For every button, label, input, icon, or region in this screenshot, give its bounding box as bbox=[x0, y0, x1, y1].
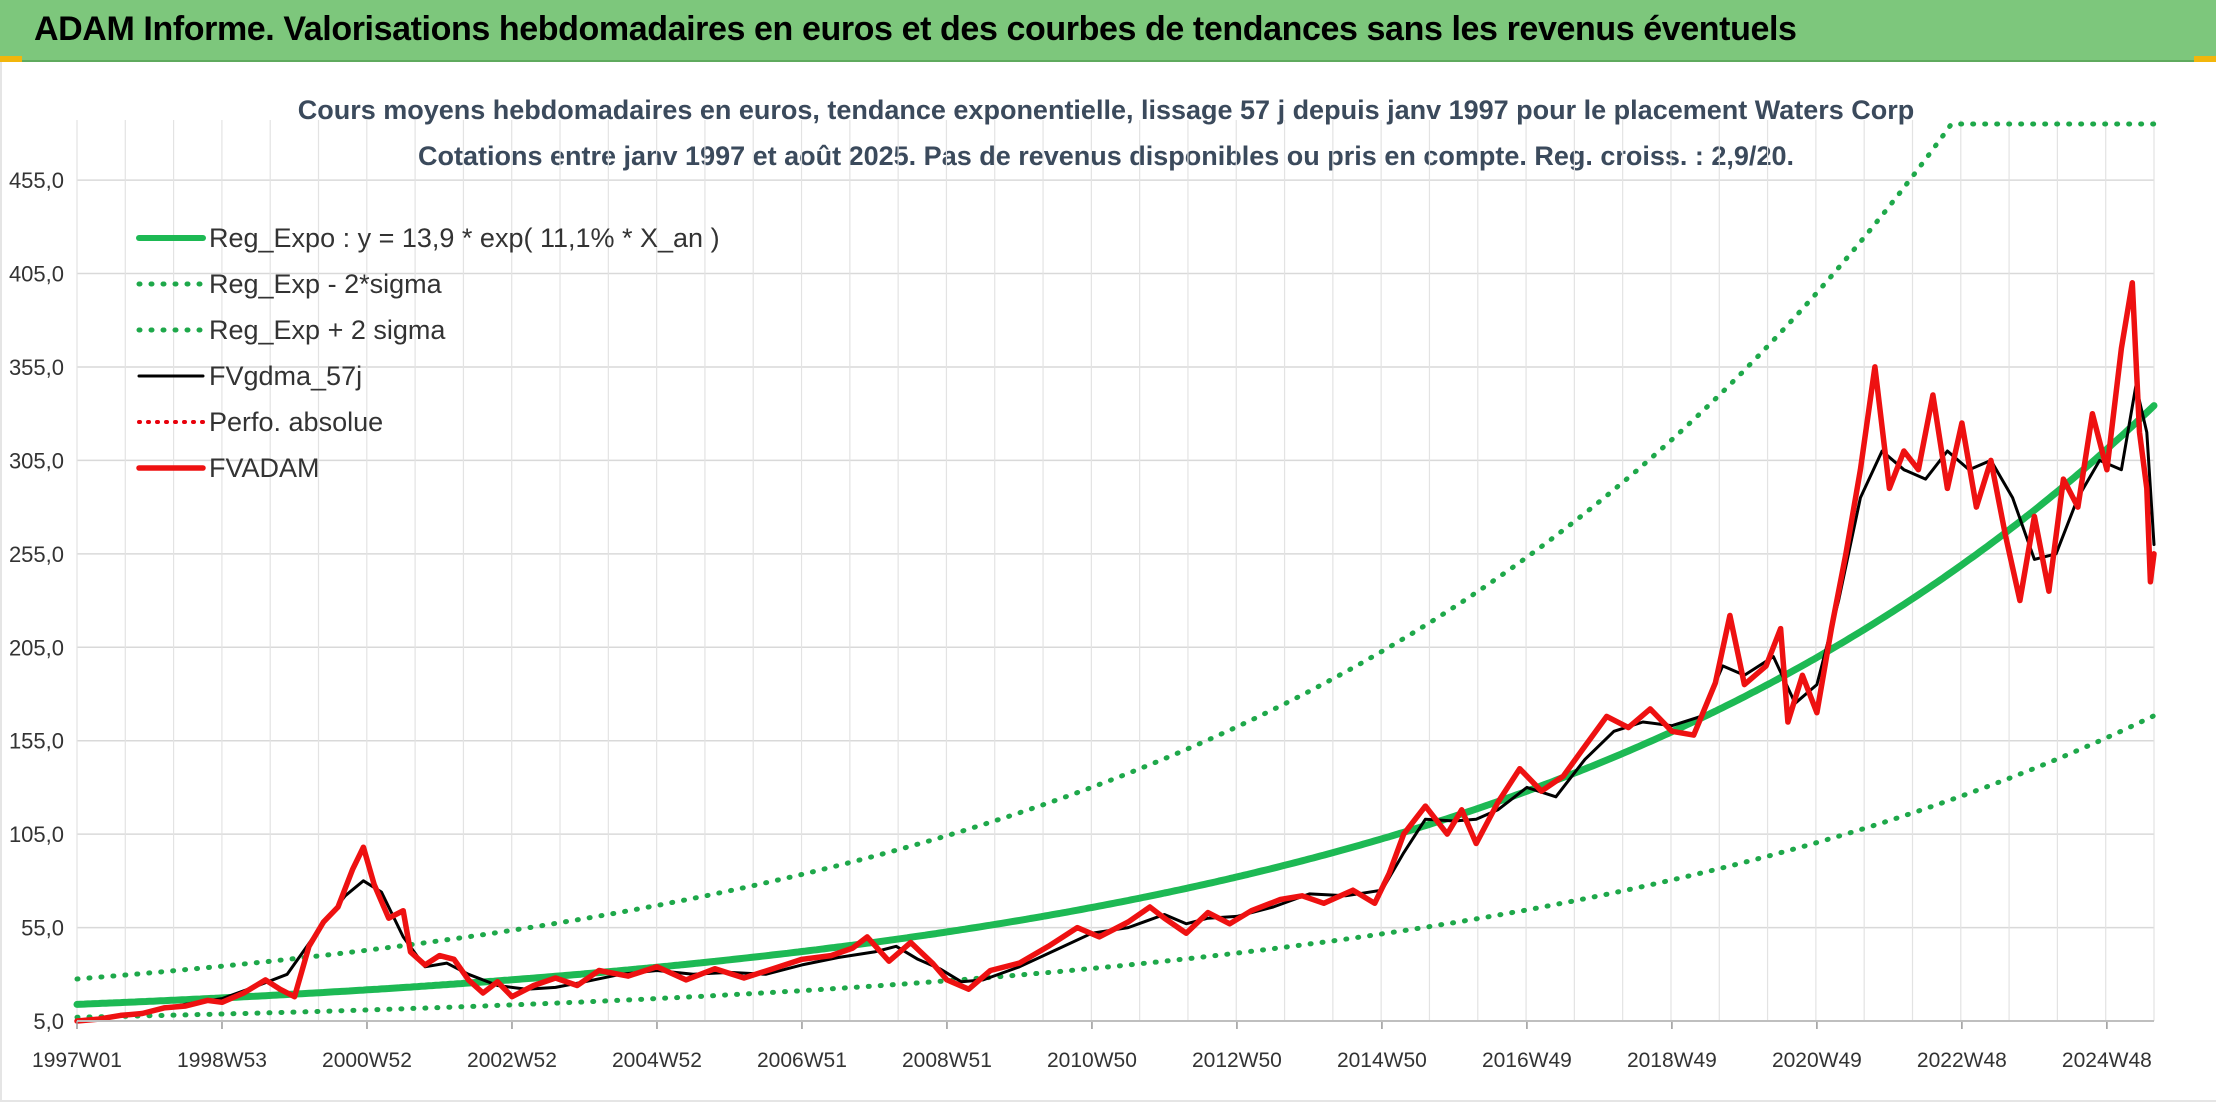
series-line-1 bbox=[74, 713, 2157, 1020]
x-tick-label: 2006W51 bbox=[757, 1049, 847, 1072]
series-group bbox=[73, 121, 2158, 1024]
y-tick-label: 255,0 bbox=[9, 542, 64, 567]
x-tick-label: 1998W53 bbox=[177, 1049, 267, 1072]
x-tick-label: 2002W52 bbox=[467, 1049, 557, 1072]
legend-label: Reg_Exp - 2*sigma bbox=[209, 269, 443, 299]
y-tick-label: 455,0 bbox=[9, 168, 64, 193]
title-banner: ADAM Informe. Valorisations hebdomadaire… bbox=[0, 0, 2216, 62]
x-tick-label: 2012W50 bbox=[1192, 1049, 1282, 1072]
series-line-0 bbox=[73, 402, 2158, 1008]
y-tick-label: 405,0 bbox=[9, 262, 64, 287]
legend-label: Perfo. absolue bbox=[209, 407, 383, 437]
y-tick-label: 205,0 bbox=[9, 635, 64, 660]
y-tick-label: 305,0 bbox=[9, 448, 64, 473]
legend-label: Reg_Exp + 2 sigma bbox=[209, 315, 446, 345]
legend-label: FVgdma_57j bbox=[209, 361, 362, 391]
accent-corner-right bbox=[2194, 56, 2216, 62]
x-tick-label: 2010W50 bbox=[1047, 1049, 1137, 1072]
legend-label: Reg_Expo : y = 13,9 * exp( 11,1% * X_an … bbox=[209, 223, 720, 253]
x-tick-label: 2020W49 bbox=[1772, 1049, 1862, 1072]
y-tick-label: 55,0 bbox=[21, 916, 64, 941]
y-tick-label: 155,0 bbox=[9, 729, 64, 754]
x-tick-label: 2014W50 bbox=[1337, 1049, 1427, 1072]
chart-area: Cours moyens hebdomadaires en euros, ten… bbox=[0, 62, 2216, 1102]
x-tick-label: 2000W52 bbox=[322, 1049, 412, 1072]
accent-corner-left bbox=[0, 56, 22, 62]
x-tick-label: 2024W48 bbox=[2062, 1049, 2152, 1072]
series-line-5 bbox=[74, 280, 2157, 1024]
x-tick-label: 2016W49 bbox=[1482, 1049, 1572, 1072]
page-title: ADAM Informe. Valorisations hebdomadaire… bbox=[34, 10, 1797, 48]
y-tick-label: 105,0 bbox=[9, 822, 64, 847]
legend: Reg_Expo : y = 13,9 * exp( 11,1% * X_an … bbox=[136, 223, 720, 483]
y-tick-label: 355,0 bbox=[9, 355, 64, 380]
chart-svg: Cours moyens hebdomadaires en euros, ten… bbox=[9, 95, 2158, 1072]
grid bbox=[76, 120, 2155, 1022]
x-tick-label: 2004W52 bbox=[612, 1049, 702, 1072]
axes: 5,0 55,0 105,0 155,0 205,0 255,0 305,0 355,0 405… bbox=[9, 168, 2154, 1072]
y-tick-label: 5,0 bbox=[33, 1009, 64, 1034]
x-tick-label: 2008W51 bbox=[902, 1049, 992, 1072]
chart-title: Cours moyens hebdomadaires en euros, ten… bbox=[298, 95, 1915, 125]
x-tick-label: 2022W48 bbox=[1917, 1049, 2007, 1072]
x-tick-label: 1997W01 bbox=[32, 1049, 122, 1072]
x-tick-label: 2018W49 bbox=[1627, 1049, 1717, 1072]
legend-label: FVADAM bbox=[209, 453, 320, 483]
chart-subtitle: Cotations entre janv 1997 et août 2025. … bbox=[418, 141, 1794, 171]
series-line-2 bbox=[74, 121, 2157, 982]
